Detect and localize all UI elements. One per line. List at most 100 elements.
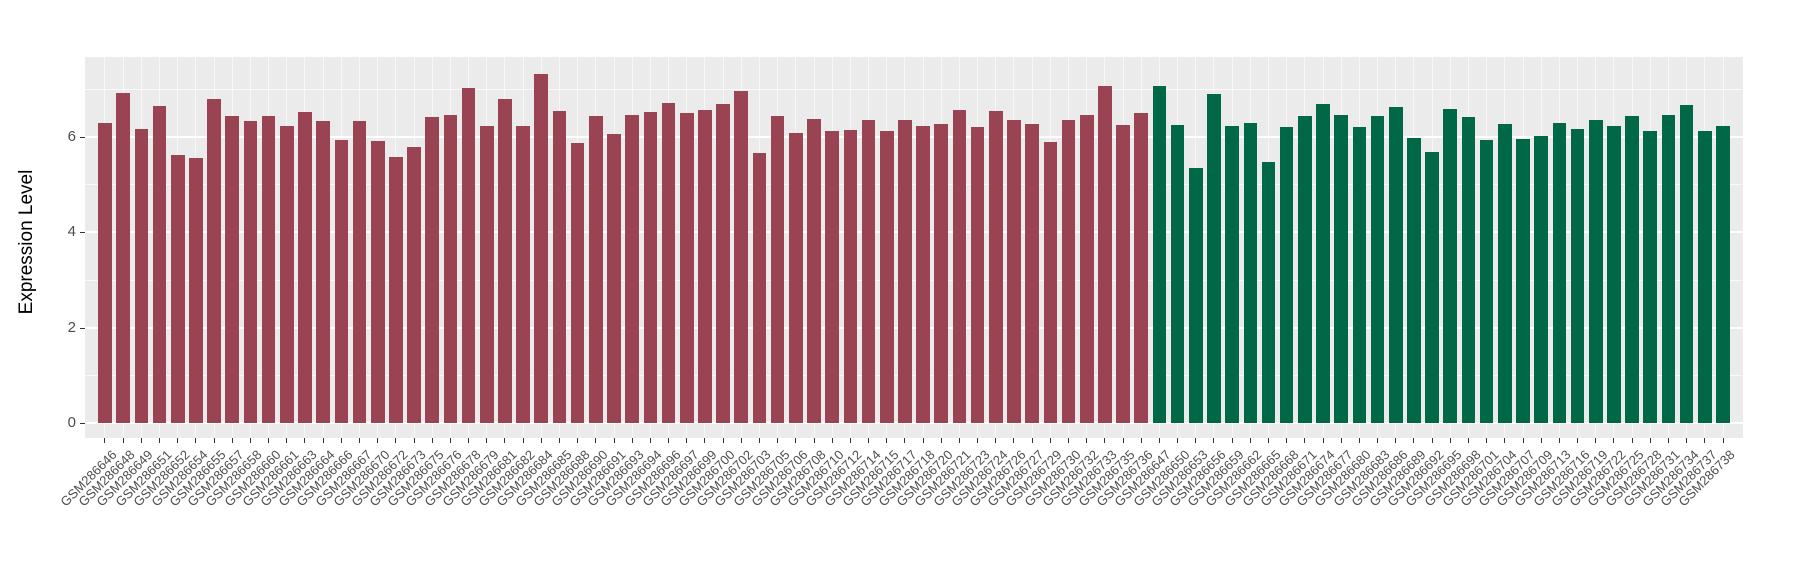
x-tick-mark (940, 438, 942, 443)
y-tick-mark (80, 232, 85, 233)
x-tick-mark (1486, 438, 1488, 443)
bar (170, 155, 185, 423)
x-tick-mark (1049, 438, 1051, 443)
major-gridline (85, 326, 1743, 329)
x-tick-mark (740, 438, 742, 443)
x-tick-mark (977, 438, 979, 443)
bar (1334, 114, 1349, 423)
minor-gridline (85, 88, 1743, 90)
bar (807, 119, 821, 423)
bar (1479, 139, 1494, 423)
bar (334, 139, 349, 423)
x-tick-mark (1358, 438, 1360, 443)
bar (1225, 125, 1239, 423)
x-tick-mark (777, 438, 779, 443)
bar (1407, 138, 1421, 423)
bar (952, 109, 967, 423)
bar (1043, 142, 1058, 423)
x-tick-mark (359, 438, 360, 443)
bar (1552, 122, 1567, 423)
bar (1425, 151, 1439, 423)
x-tick-mark (1340, 438, 1342, 443)
bar (1625, 116, 1639, 423)
bar (770, 116, 785, 423)
x-tick-mark (304, 438, 306, 443)
x-tick-mark (958, 438, 960, 443)
x-tick-mark (1304, 438, 1306, 443)
y-tick-label: 4 (67, 223, 76, 240)
bar (970, 127, 985, 423)
bar (698, 109, 712, 423)
bar (552, 111, 567, 423)
x-tick-mark (995, 438, 997, 443)
bar (988, 111, 1003, 423)
bar (752, 152, 767, 423)
bar (1607, 126, 1621, 423)
x-tick-mark (1158, 438, 1160, 443)
x-tick-mark (177, 438, 179, 443)
bar (607, 134, 621, 423)
bar (1461, 117, 1476, 423)
bar (1279, 127, 1294, 423)
bar (1316, 103, 1330, 423)
bar (534, 74, 549, 423)
bar (734, 91, 749, 423)
bar (1370, 116, 1385, 423)
bar (1007, 120, 1021, 423)
major-gridline (85, 231, 1743, 233)
x-tick-mark (922, 438, 924, 443)
bar (1207, 94, 1221, 423)
bar (1534, 136, 1548, 423)
bar (189, 157, 203, 423)
x-tick-mark (468, 438, 470, 443)
x-tick-mark (1558, 438, 1560, 443)
minor-gridline (85, 279, 1743, 281)
bar (225, 116, 240, 423)
x-tick-mark (1467, 438, 1469, 443)
x-tick-mark (1013, 438, 1015, 443)
bar (261, 116, 276, 423)
x-tick-mark (504, 438, 506, 443)
bar (1679, 104, 1694, 423)
bar (352, 120, 367, 423)
x-tick-mark (122, 438, 124, 443)
bar (825, 131, 839, 423)
bar (1516, 139, 1530, 423)
minor-gridline (85, 375, 1743, 377)
x-tick-mark (595, 438, 597, 443)
x-tick-mark (1704, 438, 1706, 443)
bar (1098, 86, 1112, 423)
x-tick-mark (868, 438, 870, 443)
bar (1698, 131, 1712, 423)
x-tick-mark (286, 438, 288, 443)
x-tick-mark (1449, 438, 1451, 443)
bar (1261, 161, 1276, 423)
bar (1298, 116, 1312, 423)
x-tick-mark (1667, 438, 1669, 443)
x-tick-mark (686, 438, 688, 443)
x-tick-mark (1122, 438, 1124, 443)
x-tick-mark (849, 438, 851, 443)
x-tick-mark (159, 438, 161, 443)
x-tick-mark (649, 438, 651, 443)
x-tick-mark (704, 438, 706, 443)
x-tick-mark (1413, 438, 1415, 443)
x-tick-mark (758, 438, 760, 443)
x-tick-mark (1086, 438, 1088, 443)
x-tick-mark (831, 438, 833, 443)
bar (1188, 167, 1203, 423)
x-tick-mark (1431, 438, 1433, 443)
bar (498, 98, 512, 423)
bar (916, 125, 930, 423)
x-tick-mark (340, 438, 342, 443)
x-tick-mark (1268, 438, 1269, 443)
bar (298, 112, 312, 423)
x-tick-mark (1231, 438, 1233, 443)
x-tick-mark (1613, 438, 1615, 443)
x-tick-mark (1686, 438, 1688, 443)
bar (934, 123, 949, 423)
bar (843, 130, 858, 423)
x-tick-mark (1213, 438, 1215, 443)
bar (679, 113, 694, 423)
bar (1352, 127, 1367, 423)
